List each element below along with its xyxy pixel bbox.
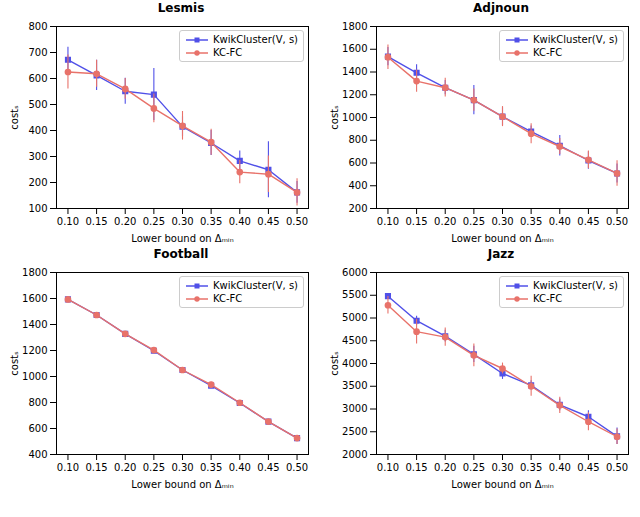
- svg-text:700: 700: [28, 47, 47, 58]
- svg-text:0.50: 0.50: [606, 462, 628, 473]
- html-text:KC-FC: KC-FC: [533, 47, 563, 58]
- svg-text:0.25: 0.25: [143, 462, 165, 473]
- svg-text:5500: 5500: [342, 289, 367, 300]
- svg-text:Lower bound on Δₘᵢₙ: Lower bound on Δₘᵢₙ: [131, 479, 233, 490]
- svg-text:0.20: 0.20: [114, 462, 136, 473]
- svg-text:3000: 3000: [342, 403, 367, 414]
- svg-text:1800: 1800: [342, 21, 367, 32]
- svg-text:0.40: 0.40: [229, 216, 251, 227]
- svg-text:0.30: 0.30: [491, 462, 513, 473]
- svg-text:100: 100: [28, 203, 47, 214]
- svg-text:0.30: 0.30: [491, 216, 513, 227]
- html-text:KC-FC: KC-FC: [213, 293, 243, 304]
- svg-text:0.20: 0.20: [434, 216, 456, 227]
- svg-text:4000: 4000: [342, 358, 367, 369]
- svg-text:0.45: 0.45: [577, 462, 599, 473]
- svg-text:300: 300: [28, 151, 47, 162]
- html-text:KwikCluster(V, s): KwikCluster(V, s): [533, 280, 618, 291]
- svg-text:0.20: 0.20: [114, 216, 136, 227]
- svg-text:0.45: 0.45: [257, 216, 279, 227]
- svg-text:6000: 6000: [342, 267, 367, 278]
- svg-text:600: 600: [348, 157, 367, 168]
- svg-text:0.45: 0.45: [257, 462, 279, 473]
- svg-text:0.35: 0.35: [200, 462, 222, 473]
- svg-text:0.40: 0.40: [229, 462, 251, 473]
- svg-text:0.15: 0.15: [405, 216, 427, 227]
- svg-text:0.15: 0.15: [85, 462, 107, 473]
- html-text:Jazz: Jazz: [487, 247, 515, 261]
- html-text:KC-FC: KC-FC: [213, 47, 243, 58]
- html-text:Adjnoun: Adjnoun: [473, 1, 529, 15]
- svg-text:0.40: 0.40: [549, 216, 571, 227]
- svg-text:0.50: 0.50: [606, 216, 628, 227]
- svg-text:0.30: 0.30: [171, 462, 193, 473]
- svg-text:costₛ: costₛ: [329, 351, 340, 376]
- svg-text:Lower bound on Δₘᵢₙ: Lower bound on Δₘᵢₙ: [451, 479, 553, 490]
- svg-text:0.50: 0.50: [286, 216, 308, 227]
- svg-text:0.20: 0.20: [434, 462, 456, 473]
- svg-text:200: 200: [28, 177, 47, 188]
- svg-text:1000: 1000: [342, 112, 367, 123]
- svg-text:0.35: 0.35: [520, 462, 542, 473]
- svg-text:1000: 1000: [22, 371, 47, 382]
- svg-text:0.10: 0.10: [57, 216, 79, 227]
- svg-text:600: 600: [28, 423, 47, 434]
- svg-text:0.15: 0.15: [405, 462, 427, 473]
- svg-text:800: 800: [348, 134, 367, 145]
- svg-text:costₛ: costₛ: [9, 105, 20, 130]
- svg-text:costₛ: costₛ: [9, 351, 20, 376]
- svg-text:1800: 1800: [22, 267, 47, 278]
- svg-text:200: 200: [348, 203, 367, 214]
- html-text:KwikCluster(V, s): KwikCluster(V, s): [533, 34, 618, 45]
- svg-text:400: 400: [28, 449, 47, 460]
- svg-text:0.25: 0.25: [463, 216, 485, 227]
- svg-text:0.35: 0.35: [200, 216, 222, 227]
- svg-text:Lower bound on Δₘᵢₙ: Lower bound on Δₘᵢₙ: [451, 233, 553, 244]
- svg-text:2000: 2000: [342, 449, 367, 460]
- svg-text:400: 400: [28, 125, 47, 136]
- html-text:Football: Football: [153, 247, 209, 261]
- svg-text:Lower bound on Δₘᵢₙ: Lower bound on Δₘᵢₙ: [131, 233, 233, 244]
- svg-text:0.40: 0.40: [549, 462, 571, 473]
- svg-text:1600: 1600: [342, 43, 367, 54]
- svg-text:0.45: 0.45: [577, 216, 599, 227]
- svg-text:600: 600: [28, 73, 47, 84]
- svg-text:0.10: 0.10: [57, 462, 79, 473]
- svg-text:0.30: 0.30: [171, 216, 193, 227]
- svg-text:0.15: 0.15: [85, 216, 107, 227]
- svg-text:1200: 1200: [342, 89, 367, 100]
- svg-text:1400: 1400: [342, 66, 367, 77]
- svg-text:5000: 5000: [342, 312, 367, 323]
- html-text:Lesmis: Lesmis: [157, 1, 205, 15]
- svg-text:800: 800: [28, 21, 47, 32]
- svg-text:0.10: 0.10: [377, 462, 399, 473]
- svg-text:800: 800: [28, 397, 47, 408]
- svg-text:1600: 1600: [22, 293, 47, 304]
- svg-text:0.10: 0.10: [377, 216, 399, 227]
- svg-text:0.50: 0.50: [286, 462, 308, 473]
- svg-text:0.35: 0.35: [520, 216, 542, 227]
- html-text:KwikCluster(V, s): KwikCluster(V, s): [213, 280, 298, 291]
- svg-text:1400: 1400: [22, 319, 47, 330]
- svg-text:400: 400: [348, 180, 367, 191]
- svg-text:500: 500: [28, 99, 47, 110]
- html-text:KC-FC: KC-FC: [533, 293, 563, 304]
- svg-text:0.25: 0.25: [463, 462, 485, 473]
- svg-text:3500: 3500: [342, 380, 367, 391]
- svg-text:2500: 2500: [342, 426, 367, 437]
- html-text:KwikCluster(V, s): KwikCluster(V, s): [213, 34, 298, 45]
- svg-text:4500: 4500: [342, 335, 367, 346]
- svg-text:1200: 1200: [22, 345, 47, 356]
- svg-text:costₛ: costₛ: [329, 105, 340, 130]
- svg-text:0.25: 0.25: [143, 216, 165, 227]
